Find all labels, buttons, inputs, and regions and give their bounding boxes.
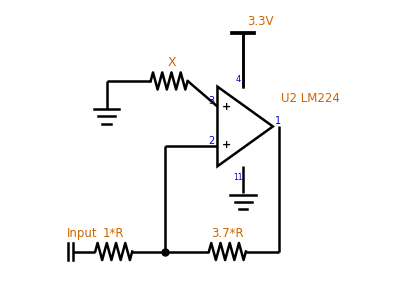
Text: 1: 1 <box>275 116 281 126</box>
Text: 1*R: 1*R <box>103 226 125 240</box>
Text: 3: 3 <box>208 96 214 106</box>
Text: 11: 11 <box>233 173 243 182</box>
Text: 4: 4 <box>235 75 240 84</box>
Text: +: + <box>221 102 230 112</box>
Text: 3.7*R: 3.7*R <box>211 226 244 240</box>
Text: U2 LM224: U2 LM224 <box>281 92 340 104</box>
Text: 3.3V: 3.3V <box>247 15 274 28</box>
Text: +: + <box>221 140 230 150</box>
Text: Input: Input <box>67 226 98 240</box>
Text: 2: 2 <box>208 136 215 146</box>
Text: X: X <box>168 56 176 69</box>
